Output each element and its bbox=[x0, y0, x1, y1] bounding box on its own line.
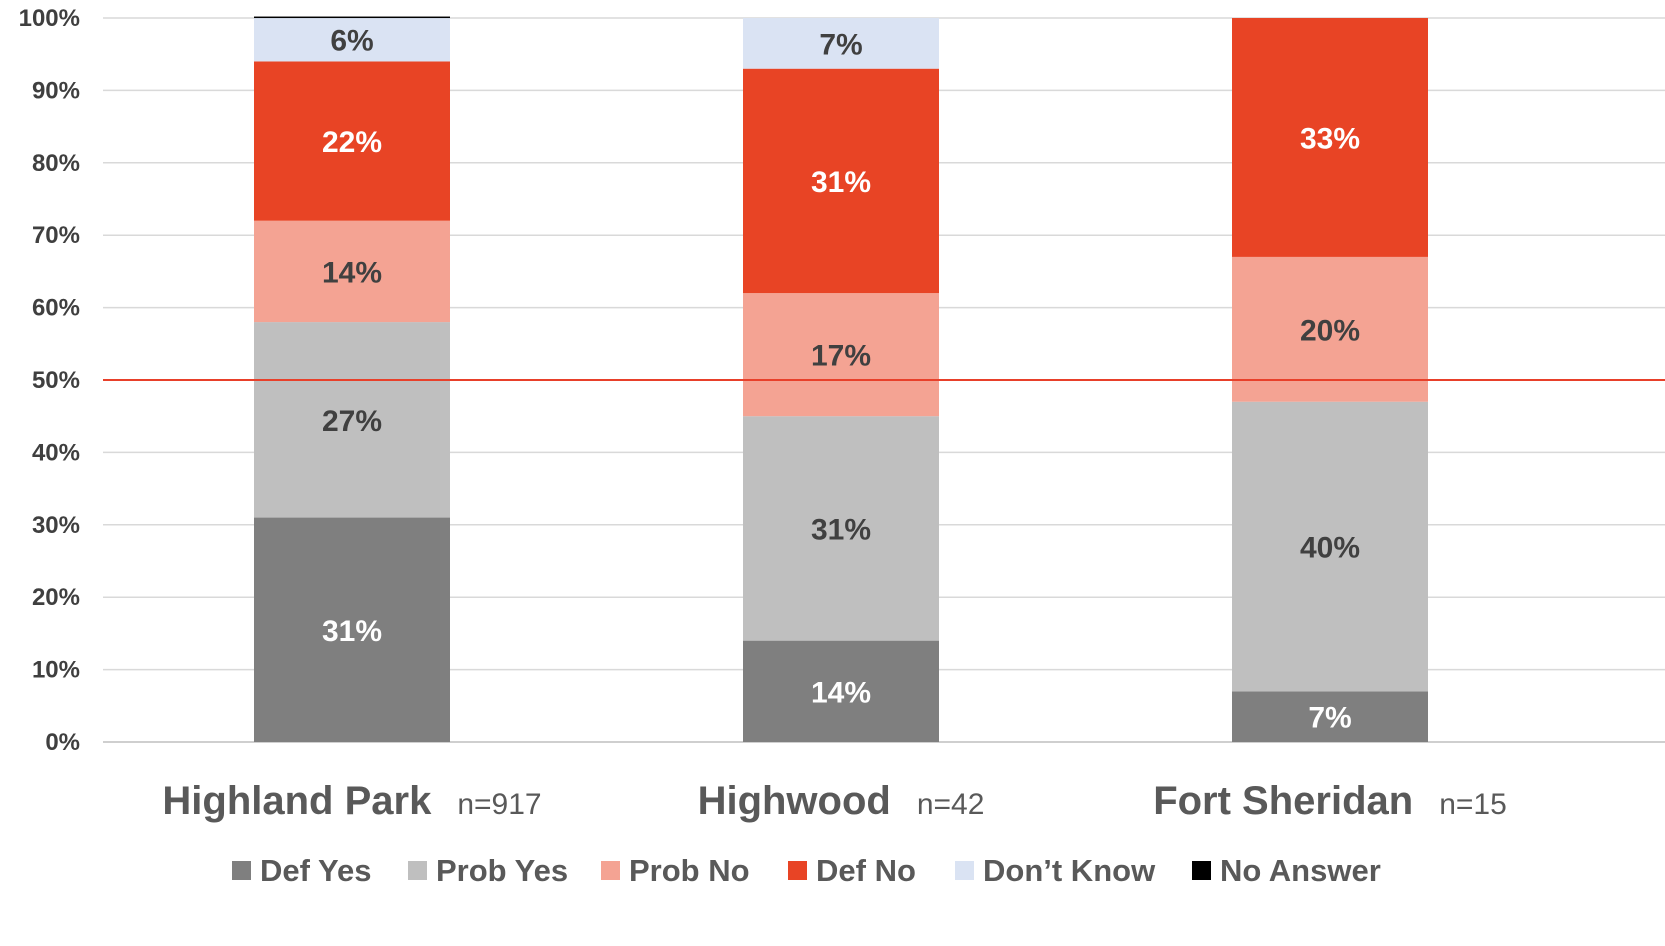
bar-segment bbox=[1232, 256, 1428, 402]
data-label: 33% bbox=[1300, 122, 1360, 155]
y-tick-label: 60% bbox=[32, 295, 80, 322]
category-name: Highwood bbox=[698, 779, 891, 823]
legend-label: Don’t Know bbox=[983, 853, 1156, 888]
y-tick-label: 90% bbox=[32, 77, 80, 104]
y-tick-label: 50% bbox=[32, 367, 80, 394]
legend-item: Prob Yes bbox=[408, 853, 568, 888]
bar-segment bbox=[743, 293, 939, 417]
y-tick-label: 30% bbox=[32, 512, 80, 539]
y-tick-label: 40% bbox=[32, 439, 80, 466]
y-tick-label: 10% bbox=[32, 657, 80, 684]
legend-item: Prob No bbox=[601, 853, 750, 888]
data-label: 31% bbox=[811, 513, 871, 546]
category-name: Highland Park bbox=[162, 779, 432, 823]
legend-label: No Answer bbox=[1220, 853, 1381, 888]
sample-size: n=917 bbox=[457, 788, 541, 821]
legend-label: Prob Yes bbox=[436, 853, 568, 888]
bar-segment bbox=[254, 18, 450, 62]
y-tick-label: 100% bbox=[19, 5, 80, 32]
y-tick-label: 20% bbox=[32, 584, 80, 611]
legend-swatch bbox=[408, 861, 427, 880]
data-label: 20% bbox=[1300, 314, 1360, 347]
bar-segment bbox=[254, 16, 450, 19]
legend-swatch bbox=[1192, 861, 1211, 880]
data-label: 14% bbox=[811, 676, 871, 709]
bar-segment bbox=[743, 68, 939, 294]
data-label: 31% bbox=[811, 166, 871, 199]
legend-item: Def No bbox=[788, 853, 916, 888]
data-label: 7% bbox=[819, 28, 862, 61]
bar-segment bbox=[1232, 691, 1428, 742]
data-labels-layer: 31% 27% 14% 22% 6% 14% 31% 17% 31% 7% 7% 40% 20% 33% bbox=[322, 25, 1360, 735]
legend-swatch bbox=[232, 861, 251, 880]
bar-segment bbox=[743, 18, 939, 69]
bar-segment bbox=[254, 517, 450, 742]
bar-segment bbox=[743, 416, 939, 641]
x-category-label: Fort Sheridan n=15 bbox=[1153, 779, 1507, 823]
sample-size: n=42 bbox=[917, 788, 985, 821]
x-category-label: Highland Park n=917 bbox=[162, 779, 541, 823]
bars-layer bbox=[254, 16, 1428, 742]
legend-label: Def Yes bbox=[260, 853, 371, 888]
category-name: Fort Sheridan bbox=[1153, 779, 1413, 823]
bar-segment bbox=[743, 640, 939, 742]
data-label: 14% bbox=[322, 256, 382, 289]
legend-swatch bbox=[955, 861, 974, 880]
bar-segment bbox=[1232, 18, 1428, 257]
x-axis-layer: Highland Park n=917 Highwood n=42 Fort Sheri… bbox=[162, 779, 1506, 823]
legend-label: Def No bbox=[816, 853, 916, 888]
legend-item: No Answer bbox=[1192, 853, 1381, 888]
legend-item: Don’t Know bbox=[955, 853, 1156, 888]
bar-segment bbox=[254, 61, 450, 221]
data-label: 40% bbox=[1300, 532, 1360, 565]
legend-swatch bbox=[601, 861, 620, 880]
y-tick-label: 0% bbox=[45, 729, 80, 756]
bar-segment bbox=[1232, 401, 1428, 692]
legend-label: Prob No bbox=[629, 853, 750, 888]
data-label: 27% bbox=[322, 405, 382, 438]
y-tick-label: 80% bbox=[32, 150, 80, 177]
data-label: 7% bbox=[1308, 702, 1351, 735]
bar-segment bbox=[254, 220, 450, 323]
data-label: 22% bbox=[322, 126, 382, 159]
data-label: 31% bbox=[322, 615, 382, 648]
x-category-label: Highwood n=42 bbox=[698, 779, 985, 823]
legend: Def Yes Prob Yes Prob No Def No Don’t Know No… bbox=[232, 853, 1381, 888]
legend-swatch bbox=[788, 861, 807, 880]
data-label: 17% bbox=[811, 340, 871, 373]
sample-size: n=15 bbox=[1439, 788, 1507, 821]
legend-item: Def Yes bbox=[232, 853, 371, 888]
bar-segment bbox=[254, 322, 450, 518]
data-label: 6% bbox=[330, 25, 373, 58]
y-tick-label: 70% bbox=[32, 222, 80, 249]
